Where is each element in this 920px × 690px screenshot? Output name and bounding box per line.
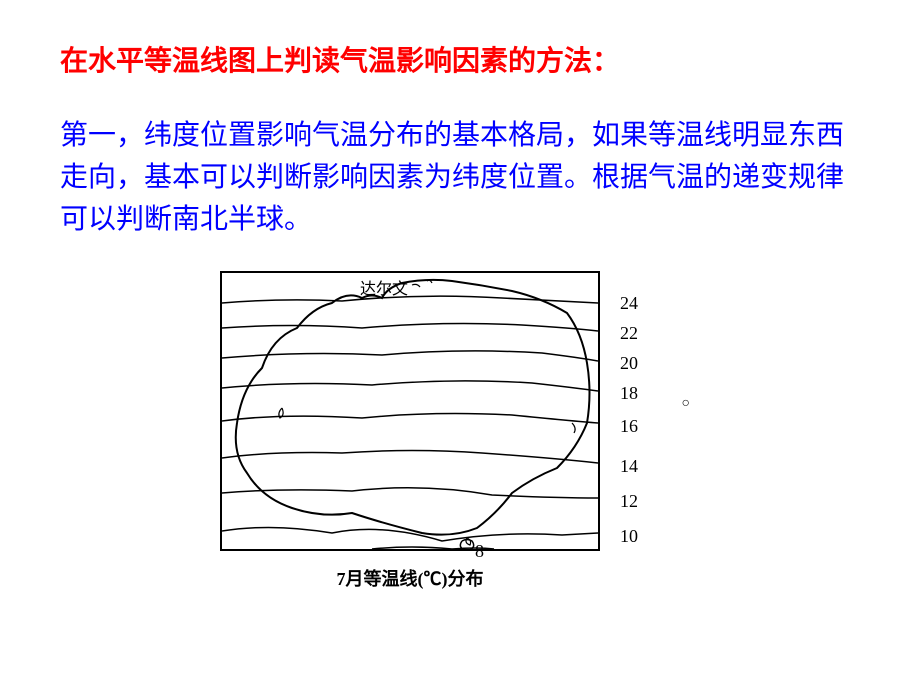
isotherm-label-16: 16 (620, 416, 638, 437)
figure-container: 达尔文 24 22 20 18 16 14 12 10 8 7月等温线(℃)分布 ○ (60, 261, 860, 591)
isotherm-label-10: 10 (620, 526, 638, 547)
degree-mark-icon: ○ (682, 396, 690, 412)
coast-details (279, 280, 575, 545)
isotherm-label-14: 14 (620, 456, 638, 477)
isotherm-label-24: 24 (620, 293, 638, 314)
figure-caption: 7月等温线(℃)分布 (200, 565, 620, 591)
city-label-darwin: 达尔文 (360, 275, 408, 299)
isotherm-label-8: 8 (475, 541, 484, 562)
isotherm-label-20: 20 (620, 353, 638, 374)
map-svg (222, 273, 598, 549)
body-paragraph: 第一，纬度位置影响气温分布的基本格局，如果等温线明显东西走向，基本可以判断影响因… (60, 115, 860, 241)
section-title: 在水平等温线图上判读气温影响因素的方法： (60, 40, 860, 85)
isotherm-label-12: 12 (620, 491, 638, 512)
isotherm-lines (222, 296, 598, 549)
isotherm-label-22: 22 (620, 323, 638, 344)
isotherm-map-figure: 达尔文 24 22 20 18 16 14 12 10 8 7月等温线(℃)分布 ○ (200, 261, 720, 591)
isotherm-label-18: 18 (620, 383, 638, 404)
